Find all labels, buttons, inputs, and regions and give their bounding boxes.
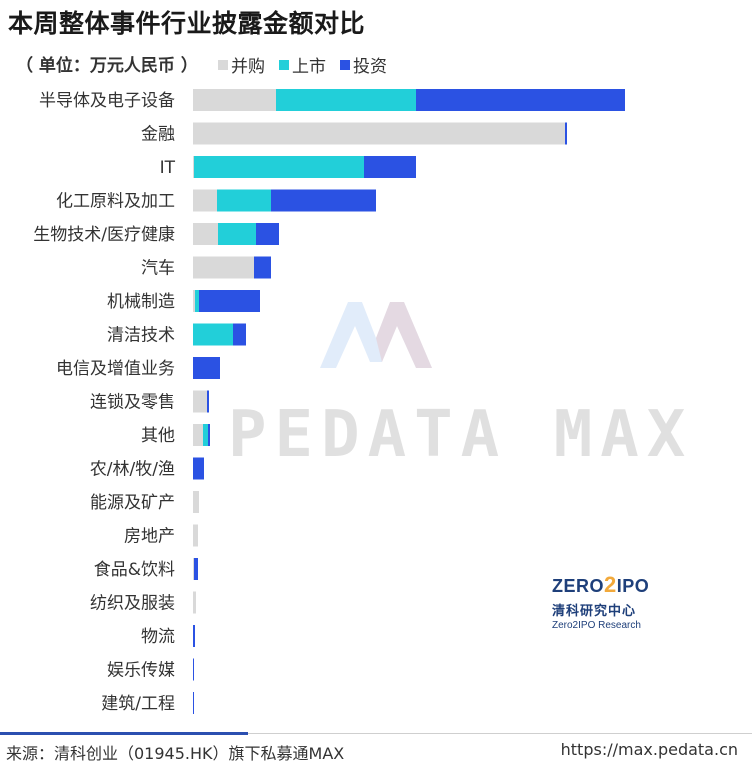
logo-word-ipo: IPO [616,576,650,596]
bar-investment [199,290,260,312]
unit-label: （ 单位：万元人民币 ） [16,56,198,76]
logo-cn-text: 清科研究中心 [552,604,637,619]
footer-accent-bar [0,732,248,735]
bar-mna [193,524,198,547]
bar-ipo [276,89,416,111]
category-label: 房地产 [124,527,175,547]
legend-label-ipo: 上市 [292,57,326,77]
bar-mna [193,290,195,312]
bar-ipo [194,156,364,178]
category-label: 生物技术/医疗健康 [33,225,175,245]
legend-label-investment: 投资 [353,57,387,77]
zero2ipo-logo: ZERO2IPO 清科研究中心 Zero2IPO Research [552,572,652,631]
bar-investment [364,156,416,178]
bar-mna [193,390,207,413]
bar-investment [193,457,204,480]
logo-word-two: 2 [604,572,617,597]
bar-mna [193,122,565,145]
bar-ipo [218,223,256,245]
category-label: 化工原料及加工 [56,192,175,212]
legend-swatch-ipo [279,59,289,70]
bar-mna [193,558,194,580]
bar-investment [193,625,195,647]
category-label: 能源及矿产 [90,493,175,513]
watermark-logo-icon [320,302,432,368]
bar-investment [416,89,625,111]
category-label: IT [160,158,176,178]
bar-ipo [195,290,199,312]
bar-mna [193,223,218,245]
bar-investment [256,223,279,245]
source-url: https://max.pedata.cn [560,740,738,759]
category-label: 物流 [141,627,175,647]
category-label: 半导体及电子设备 [39,91,175,111]
bar-investment [194,558,198,580]
category-label: 连锁及零售 [90,393,175,413]
watermark-text: PEDATA MAX [228,398,694,472]
bar-mna [193,156,194,178]
bar-investment [271,189,376,212]
category-label: 食品&饮料 [94,560,175,580]
legend-label-mna: 并购 [231,57,265,77]
legend-item-investment: 投资 [340,52,387,77]
bar-mna [193,89,276,111]
category-label: 电信及增值业务 [56,359,175,379]
legend-swatch-mna [218,59,228,70]
bar-investment [565,122,567,145]
category-label: 农/林/牧/渔 [90,460,175,480]
bar-ipo [203,424,208,446]
category-label: 汽车 [141,259,175,279]
bar-investment [193,692,194,714]
chart-title: 本周整体事件行业披露金额对比 [8,9,366,38]
bar-mna [193,189,217,212]
category-label: 纺织及服装 [90,594,175,614]
logo-wordmark: ZERO2IPO [552,572,652,598]
bar-ipo [193,323,233,346]
logo-en-text: Zero2IPO Research [552,620,641,631]
legend-item-mna: 并购 [218,52,265,77]
bar-ipo [217,189,271,212]
legend-item-ipo: 上市 [279,52,326,77]
category-label: 娱乐传媒 [107,661,175,681]
category-label: 其他 [141,426,175,446]
footer-divider [0,733,752,734]
category-label: 机械制造 [107,292,175,312]
bar-investment [254,256,271,279]
category-label: 建筑/工程 [101,694,175,714]
bar-investment [233,323,246,346]
bar-mna [193,424,203,446]
bar-investment [193,658,194,681]
bar-mna [193,256,254,279]
bar-investment [193,357,220,379]
legend: 并购 上市 投资 [218,52,401,77]
logo-word-zero: ZERO [552,576,605,596]
legend-swatch-investment [340,59,350,70]
category-label: 清洁技术 [107,326,175,346]
bar-investment [208,424,210,446]
bar-mna [193,491,199,513]
source-note: 来源：清科创业（01945.HK）旗下私募通MAX [6,744,345,763]
category-label: 金融 [141,125,175,145]
bar-investment [207,390,209,413]
bar-mna [193,591,196,614]
